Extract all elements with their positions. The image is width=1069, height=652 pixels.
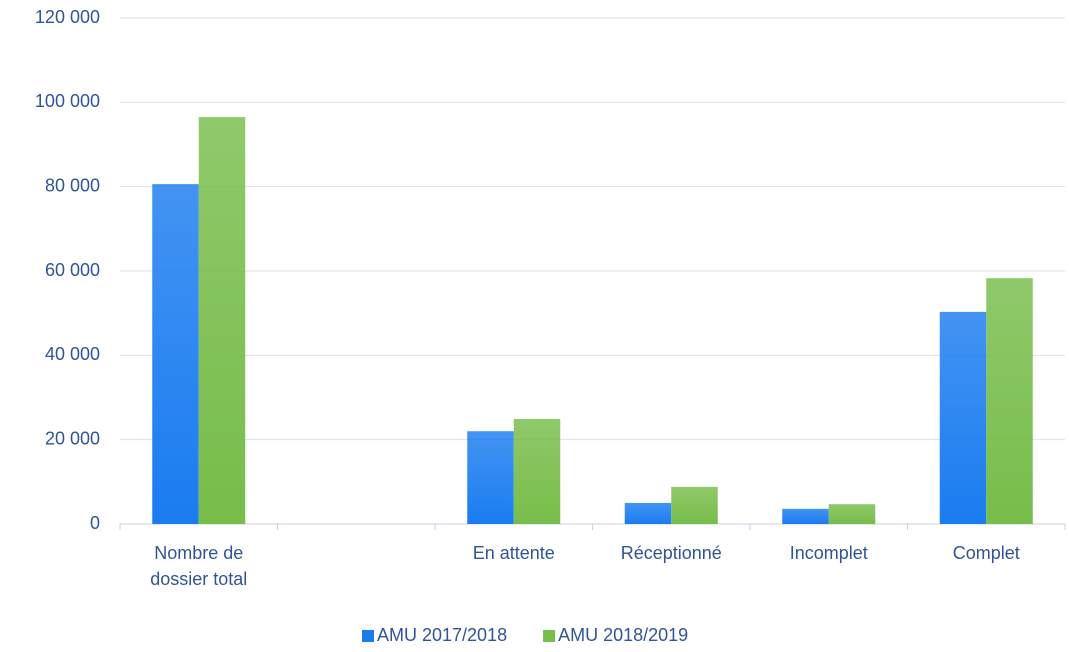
bar [939, 311, 987, 524]
x-tick-label: Nombre de dossier total [150, 543, 248, 589]
x-tick-label: Réceptionné [620, 543, 722, 563]
y-tick-label: 40 000 [45, 344, 100, 364]
legend-label: AMU 2018/2019 [558, 625, 688, 645]
bar [513, 419, 561, 524]
bar [624, 502, 672, 524]
bar [198, 117, 246, 524]
y-tick-label: 120 000 [35, 7, 100, 27]
bar [467, 431, 514, 524]
legend-label: AMU 2017/2018 [377, 625, 507, 645]
x-tick-label: Incomplet [789, 543, 868, 563]
x-tick-label: Complet [952, 543, 1020, 563]
y-tick-label: 20 000 [45, 428, 100, 448]
bar [671, 486, 718, 524]
bar [782, 508, 829, 524]
bar [986, 278, 1033, 524]
legend-swatch [362, 630, 374, 642]
bar [828, 504, 876, 524]
bar [152, 184, 199, 525]
legend-swatch [543, 630, 556, 642]
y-tick-label: 100 000 [35, 91, 100, 111]
y-tick-label: 80 000 [45, 175, 100, 195]
y-tick-label: 0 [90, 513, 100, 533]
y-tick-label: 60 000 [45, 260, 100, 280]
x-tick-label: En attente [472, 543, 555, 563]
